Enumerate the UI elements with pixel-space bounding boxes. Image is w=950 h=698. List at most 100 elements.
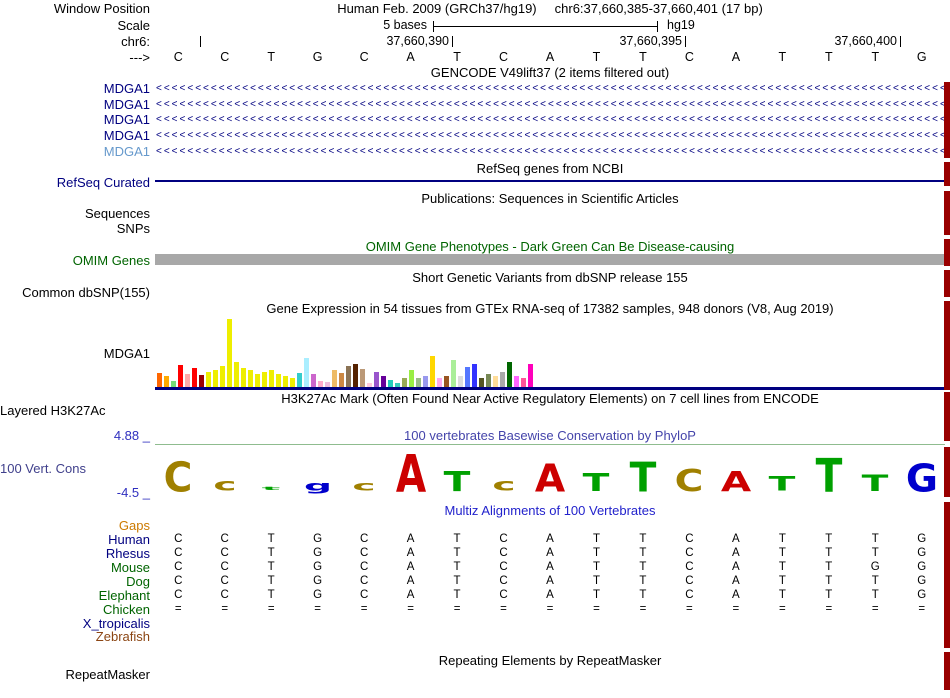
gencode-transcript-intron-arrows[interactable]: <<<<<<<<<<<<<<<<<<<<<<<<<<<<<<<<<<<<<<<<… bbox=[156, 146, 945, 157]
gtex-expression-bar[interactable] bbox=[367, 383, 372, 387]
gencode-transcript-label[interactable]: MDGA1 bbox=[103, 97, 150, 112]
multiz-species-label[interactable]: Dog bbox=[126, 574, 150, 589]
multiz-species-label[interactable]: Zebrafish bbox=[95, 629, 150, 644]
gtex-expression-bar[interactable] bbox=[178, 365, 183, 387]
track-label-repeatmasker[interactable]: RepeatMasker bbox=[65, 667, 150, 682]
gtex-expression-bar[interactable] bbox=[507, 362, 512, 387]
gtex-expression-bar[interactable] bbox=[521, 378, 526, 387]
refseq-curated-track-line[interactable] bbox=[155, 180, 945, 182]
gtex-expression-bar[interactable] bbox=[248, 370, 253, 387]
gencode-transcript-intron-arrows[interactable]: <<<<<<<<<<<<<<<<<<<<<<<<<<<<<<<<<<<<<<<<… bbox=[156, 99, 945, 110]
gtex-expression-bar[interactable] bbox=[409, 370, 414, 387]
track-title-h3k27ac[interactable]: H3K27Ac Mark (Often Found Near Active Re… bbox=[281, 391, 819, 406]
track-label-100-vert-cons[interactable]: 100 Vert. Cons bbox=[0, 461, 86, 476]
track-label-gtex-gene[interactable]: MDGA1 bbox=[103, 346, 150, 361]
multiz-species-label[interactable]: Chicken bbox=[103, 602, 150, 617]
gtex-expression-bar[interactable] bbox=[444, 376, 449, 387]
gtex-expression-bar[interactable] bbox=[381, 376, 386, 387]
gtex-expression-bar[interactable] bbox=[514, 376, 519, 387]
gtex-expression-bar[interactable] bbox=[185, 374, 190, 387]
track-title-phylop[interactable]: 100 vertebrates Basewise Conservation by… bbox=[404, 428, 696, 443]
multiz-species-label[interactable]: Mouse bbox=[110, 560, 150, 575]
gtex-expression-bar[interactable] bbox=[227, 319, 232, 387]
track-title-dbsnp[interactable]: Short Genetic Variants from dbSNP releas… bbox=[412, 270, 688, 285]
gtex-expression-bar[interactable] bbox=[220, 366, 225, 387]
gtex-expression-bar[interactable] bbox=[416, 378, 421, 387]
gtex-expression-bar[interactable] bbox=[290, 378, 295, 387]
gtex-expression-bar[interactable] bbox=[465, 367, 470, 387]
gencode-transcript-intron-arrows[interactable]: <<<<<<<<<<<<<<<<<<<<<<<<<<<<<<<<<<<<<<<<… bbox=[156, 83, 945, 94]
gtex-expression-bar[interactable] bbox=[430, 356, 435, 387]
gtex-expression-bar[interactable] bbox=[325, 382, 330, 387]
gtex-expression-bar[interactable] bbox=[360, 369, 365, 387]
gencode-transcript-intron-arrows[interactable]: <<<<<<<<<<<<<<<<<<<<<<<<<<<<<<<<<<<<<<<<… bbox=[156, 130, 945, 141]
gtex-expression-bar[interactable] bbox=[318, 381, 323, 387]
multiz-alignment-base: = bbox=[871, 603, 879, 615]
gtex-expression-bar[interactable] bbox=[213, 370, 218, 387]
track-title-gencode[interactable]: GENCODE V49lift37 (2 items filtered out) bbox=[430, 65, 670, 80]
gtex-expression-bar[interactable] bbox=[395, 383, 400, 387]
gtex-expression-bar[interactable] bbox=[234, 362, 239, 387]
multiz-species-label[interactable]: X_tropicalis bbox=[82, 616, 150, 631]
gtex-expression-bar[interactable] bbox=[458, 376, 463, 387]
track-title-multiz[interactable]: Multiz Alignments of 100 Vertebrates bbox=[444, 503, 656, 518]
multiz-species-label[interactable]: Gaps bbox=[118, 518, 150, 533]
gtex-expression-bar[interactable] bbox=[451, 360, 456, 387]
gtex-expression-bar[interactable] bbox=[192, 368, 197, 387]
track-label-sequences[interactable]: Sequences bbox=[84, 206, 150, 221]
gtex-expression-bar[interactable] bbox=[262, 372, 267, 387]
track-title-repeatmasker[interactable]: Repeating Elements by RepeatMasker bbox=[438, 653, 662, 668]
multiz-alignment-base: T bbox=[267, 575, 275, 587]
multiz-species-label[interactable]: Elephant bbox=[98, 588, 150, 603]
gtex-expression-bar[interactable] bbox=[304, 358, 309, 387]
gtex-expression-bar[interactable] bbox=[493, 376, 498, 387]
track-title-refseq[interactable]: RefSeq genes from NCBI bbox=[476, 161, 624, 176]
gtex-expression-bar[interactable] bbox=[437, 378, 442, 387]
gtex-expression-bar[interactable] bbox=[297, 373, 302, 387]
gtex-expression-bar[interactable] bbox=[276, 374, 281, 387]
gtex-expression-bar[interactable] bbox=[479, 378, 484, 387]
gtex-expression-bar[interactable] bbox=[402, 378, 407, 387]
gtex-expression-bar[interactable] bbox=[472, 364, 477, 387]
gtex-expression-bar[interactable] bbox=[199, 375, 204, 387]
scale-bar-value: 5 bases bbox=[383, 18, 427, 32]
gencode-transcript-label[interactable]: MDGA1 bbox=[103, 144, 150, 159]
omim-gene-bar[interactable] bbox=[155, 254, 945, 265]
gtex-expression-bar[interactable] bbox=[500, 372, 505, 387]
gtex-expression-bar[interactable] bbox=[164, 376, 169, 387]
track-label-common-dbsnp[interactable]: Common dbSNP(155) bbox=[22, 285, 150, 300]
gencode-transcript-label[interactable]: MDGA1 bbox=[103, 128, 150, 143]
gtex-expression-bar[interactable] bbox=[346, 366, 351, 387]
right-edge-marker bbox=[944, 162, 950, 186]
gtex-expression-bar[interactable] bbox=[339, 373, 344, 387]
gtex-expression-bar[interactable] bbox=[206, 372, 211, 387]
gencode-transcript-label[interactable]: MDGA1 bbox=[103, 81, 150, 96]
gtex-expression-bar[interactable] bbox=[388, 380, 393, 387]
gtex-expression-bar[interactable] bbox=[255, 374, 260, 387]
gencode-transcript-intron-arrows[interactable]: <<<<<<<<<<<<<<<<<<<<<<<<<<<<<<<<<<<<<<<<… bbox=[156, 114, 945, 125]
gtex-expression-bar[interactable] bbox=[241, 368, 246, 387]
gtex-expression-bar[interactable] bbox=[283, 376, 288, 387]
track-title-gtex[interactable]: Gene Expression in 54 tissues from GTEx … bbox=[266, 301, 834, 316]
multiz-alignment-base: T bbox=[778, 575, 786, 587]
track-title-publications[interactable]: Publications: Sequences in Scientific Ar… bbox=[421, 191, 679, 206]
multiz-species-label[interactable]: Rhesus bbox=[105, 546, 150, 561]
gtex-expression-bar[interactable] bbox=[171, 381, 176, 387]
gtex-expression-bar[interactable] bbox=[269, 370, 274, 387]
gtex-expression-bar[interactable] bbox=[423, 376, 428, 387]
track-label-snps[interactable]: SNPs bbox=[116, 221, 150, 236]
gtex-expression-bar[interactable] bbox=[311, 374, 316, 387]
gtex-expression-bar[interactable] bbox=[486, 374, 491, 387]
track-label-refseq-curated[interactable]: RefSeq Curated bbox=[56, 175, 150, 190]
gtex-expression-bar[interactable] bbox=[374, 372, 379, 387]
gtex-expression-bar[interactable] bbox=[157, 373, 162, 387]
gtex-expression-bar[interactable] bbox=[353, 364, 358, 387]
gencode-transcript-label[interactable]: MDGA1 bbox=[103, 112, 150, 127]
multiz-alignment-base: = bbox=[732, 603, 740, 615]
multiz-species-label[interactable]: Human bbox=[108, 532, 150, 547]
track-label-omim-genes[interactable]: OMIM Genes bbox=[72, 253, 150, 268]
gtex-expression-bar[interactable] bbox=[528, 364, 533, 387]
gtex-expression-bar[interactable] bbox=[332, 370, 337, 387]
track-title-omim[interactable]: OMIM Gene Phenotypes - Dark Green Can Be… bbox=[365, 239, 735, 254]
track-label-layered-h3k27ac[interactable]: Layered H3K27Ac bbox=[0, 403, 106, 418]
